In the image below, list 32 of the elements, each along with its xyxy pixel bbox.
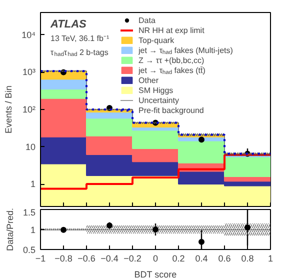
x-tick-label: 0.8 [241, 254, 254, 264]
y-tick-label: 1 [30, 225, 36, 235]
annotation: 13 TeV, 36.1 fb⁻¹ [50, 34, 110, 43]
y-tick-label: 0.5 [22, 245, 36, 255]
y-axis-title: Events / Bin [4, 85, 14, 134]
x-tick-label: −1 [35, 254, 46, 264]
legend-label: Z → ττ +(bb,bc,cc) [138, 56, 205, 65]
y-tick-label: 10³ [22, 67, 36, 78]
legend-label: Uncertainty [138, 96, 179, 105]
x-axis-title: BDT score [134, 270, 177, 279]
legend-label: Pre-fit background [138, 106, 204, 115]
x-tick-label: −0.4 [100, 254, 118, 264]
legend-label: Data [138, 16, 156, 25]
x-tick-label: 1 [268, 254, 274, 264]
y-tick-label: 10 [25, 142, 36, 152]
x-tick-label: 0.2 [172, 254, 185, 264]
y-tick-label: 1.5 [22, 208, 36, 218]
legend-label: Other [138, 76, 159, 85]
y-tick-label: 1 [30, 179, 36, 190]
x-tick-label: −0.2 [124, 254, 142, 264]
x-tick-label: −0.6 [78, 254, 96, 264]
x-tick-label: −0.8 [54, 254, 72, 264]
y-tick-label: 10⁴ [22, 30, 36, 40]
legend-label: Top-quark [138, 36, 176, 45]
y-tick-label: 10² [22, 104, 36, 114]
x-tick-label: 0 [152, 254, 158, 264]
y-axis-title: Data/Pred. [4, 208, 15, 252]
x-tick-label: 0.4 [195, 254, 208, 264]
x-tick-label: 0.6 [218, 254, 231, 264]
legend-label: NR HH at exp limit [138, 26, 206, 35]
legend-label: SM Higgs [138, 86, 174, 95]
annotation: ATLAS [50, 18, 88, 30]
